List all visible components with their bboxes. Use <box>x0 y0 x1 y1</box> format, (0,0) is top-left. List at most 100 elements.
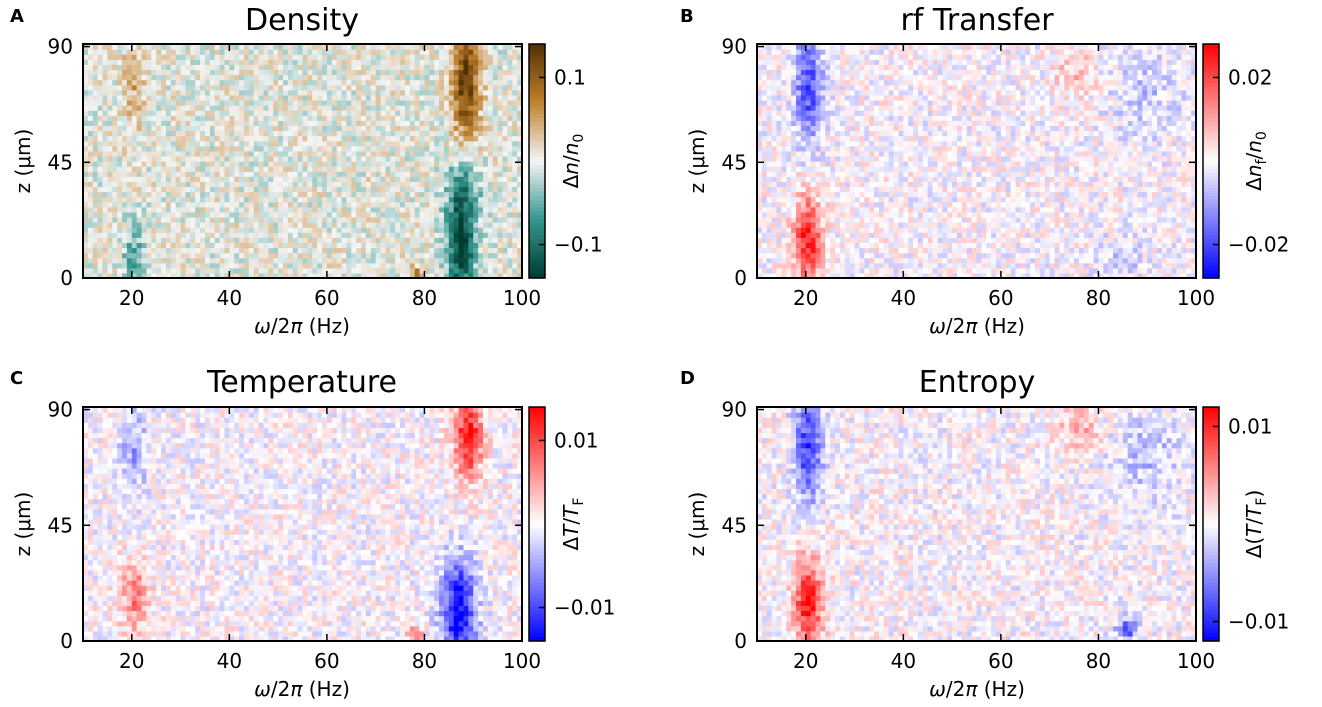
heatmap-cell <box>370 252 377 259</box>
heatmap-cell <box>419 186 426 193</box>
heatmap-cell <box>439 166 445 172</box>
heatmap-cell <box>351 186 357 193</box>
heatmap-cell <box>473 54 479 60</box>
heatmap-cell <box>517 176 523 182</box>
heatmap-cell <box>468 74 474 81</box>
colorbar-segment <box>529 44 545 49</box>
heatmap-cell <box>151 196 157 203</box>
heatmap-cell <box>492 69 499 76</box>
heatmap-cell <box>185 216 191 223</box>
heatmap-cell <box>287 252 294 259</box>
heatmap-cell <box>122 84 128 91</box>
heatmap-cell <box>419 171 426 177</box>
heatmap-cell <box>141 262 148 269</box>
heatmap-cell <box>922 257 929 264</box>
heatmap-cell <box>156 216 162 223</box>
heatmap-cell <box>131 69 138 76</box>
heatmap-cell <box>463 150 469 157</box>
heatmap-cell <box>331 216 338 223</box>
heatmap-cell <box>351 89 357 96</box>
heatmap-cell <box>307 201 313 208</box>
heatmap-cell <box>190 232 196 238</box>
colorbar-segment <box>529 239 545 244</box>
heatmap-cell <box>102 110 108 116</box>
heatmap-cell <box>175 257 182 264</box>
heatmap-cell <box>200 176 206 182</box>
heatmap-cell <box>131 191 138 198</box>
heatmap-cell <box>297 49 304 55</box>
heatmap-cell <box>243 140 250 147</box>
heatmap-cell <box>463 272 469 279</box>
heatmap-cell <box>805 242 812 249</box>
heatmap-cell <box>434 59 440 65</box>
heatmap-cell <box>253 74 260 81</box>
heatmap-cell <box>424 186 430 193</box>
heatmap-cell <box>156 135 162 142</box>
heatmap-cell <box>92 59 99 65</box>
heatmap-cell <box>341 171 347 177</box>
heatmap-cell <box>268 181 274 188</box>
heatmap-cell <box>156 272 162 279</box>
heatmap-cell <box>258 267 265 274</box>
heatmap-cell <box>287 237 294 243</box>
heatmap-cell <box>419 181 426 188</box>
heatmap-cell <box>497 135 504 142</box>
heatmap-cell <box>151 155 157 162</box>
heatmap-cell <box>195 44 201 50</box>
heatmap-cell <box>356 211 362 218</box>
heatmap-cell <box>1108 272 1114 279</box>
heatmap-cell <box>278 69 284 76</box>
heatmap-cell <box>165 191 172 198</box>
heatmap-cell <box>385 74 391 81</box>
heatmap-cell <box>429 272 435 279</box>
heatmap-cell <box>893 262 900 269</box>
heatmap-cell <box>981 237 987 243</box>
heatmap-cell <box>1020 272 1026 279</box>
heatmap-cell <box>292 64 299 71</box>
heatmap-cell <box>517 84 523 91</box>
heatmap-cell <box>195 145 201 152</box>
heatmap-cell <box>859 242 865 249</box>
heatmap-cell <box>268 201 274 208</box>
heatmap-cell <box>419 257 426 264</box>
heatmap-cell <box>292 237 299 243</box>
heatmap-cell <box>126 196 133 203</box>
heatmap-cell <box>175 252 182 259</box>
colorbar-segment <box>529 164 545 170</box>
heatmap-cell <box>502 155 508 162</box>
heatmap-cell <box>1117 252 1124 259</box>
heatmap-cell <box>292 54 299 60</box>
heatmap-cell <box>395 267 401 274</box>
heatmap-cell <box>282 74 289 81</box>
heatmap-cell <box>97 120 104 126</box>
heatmap-cell <box>214 166 221 172</box>
heatmap-cell <box>424 237 430 243</box>
heatmap-cell <box>131 49 138 55</box>
colorbar-segment <box>529 90 545 96</box>
heatmap-cell <box>502 99 508 106</box>
heatmap-cell <box>1074 267 1080 274</box>
heatmap-cell <box>482 94 489 101</box>
heatmap-cell <box>317 216 323 223</box>
heatmap-cell <box>151 94 157 101</box>
heatmap-cell <box>1186 272 1192 279</box>
heatmap-cell <box>482 272 489 279</box>
heatmap-cell <box>126 110 133 116</box>
heatmap-cell <box>307 54 313 60</box>
heatmap-cell <box>365 125 372 132</box>
heatmap-cell <box>287 176 294 182</box>
heatmap-cell <box>1186 257 1192 264</box>
heatmap-cell <box>282 135 289 142</box>
heatmap-cell <box>204 252 211 259</box>
heatmap-cell <box>986 267 992 274</box>
heatmap-cell <box>458 44 465 50</box>
heatmap-cell <box>453 84 460 91</box>
heatmap-cell <box>200 49 206 55</box>
heatmap-cell <box>395 227 401 233</box>
heatmap-cell <box>258 110 265 116</box>
heatmap-cell <box>424 155 430 162</box>
heatmap-cell <box>219 79 226 86</box>
heatmap-cell <box>502 105 508 111</box>
heatmap-cell <box>161 94 167 101</box>
heatmap-cell <box>87 125 94 132</box>
